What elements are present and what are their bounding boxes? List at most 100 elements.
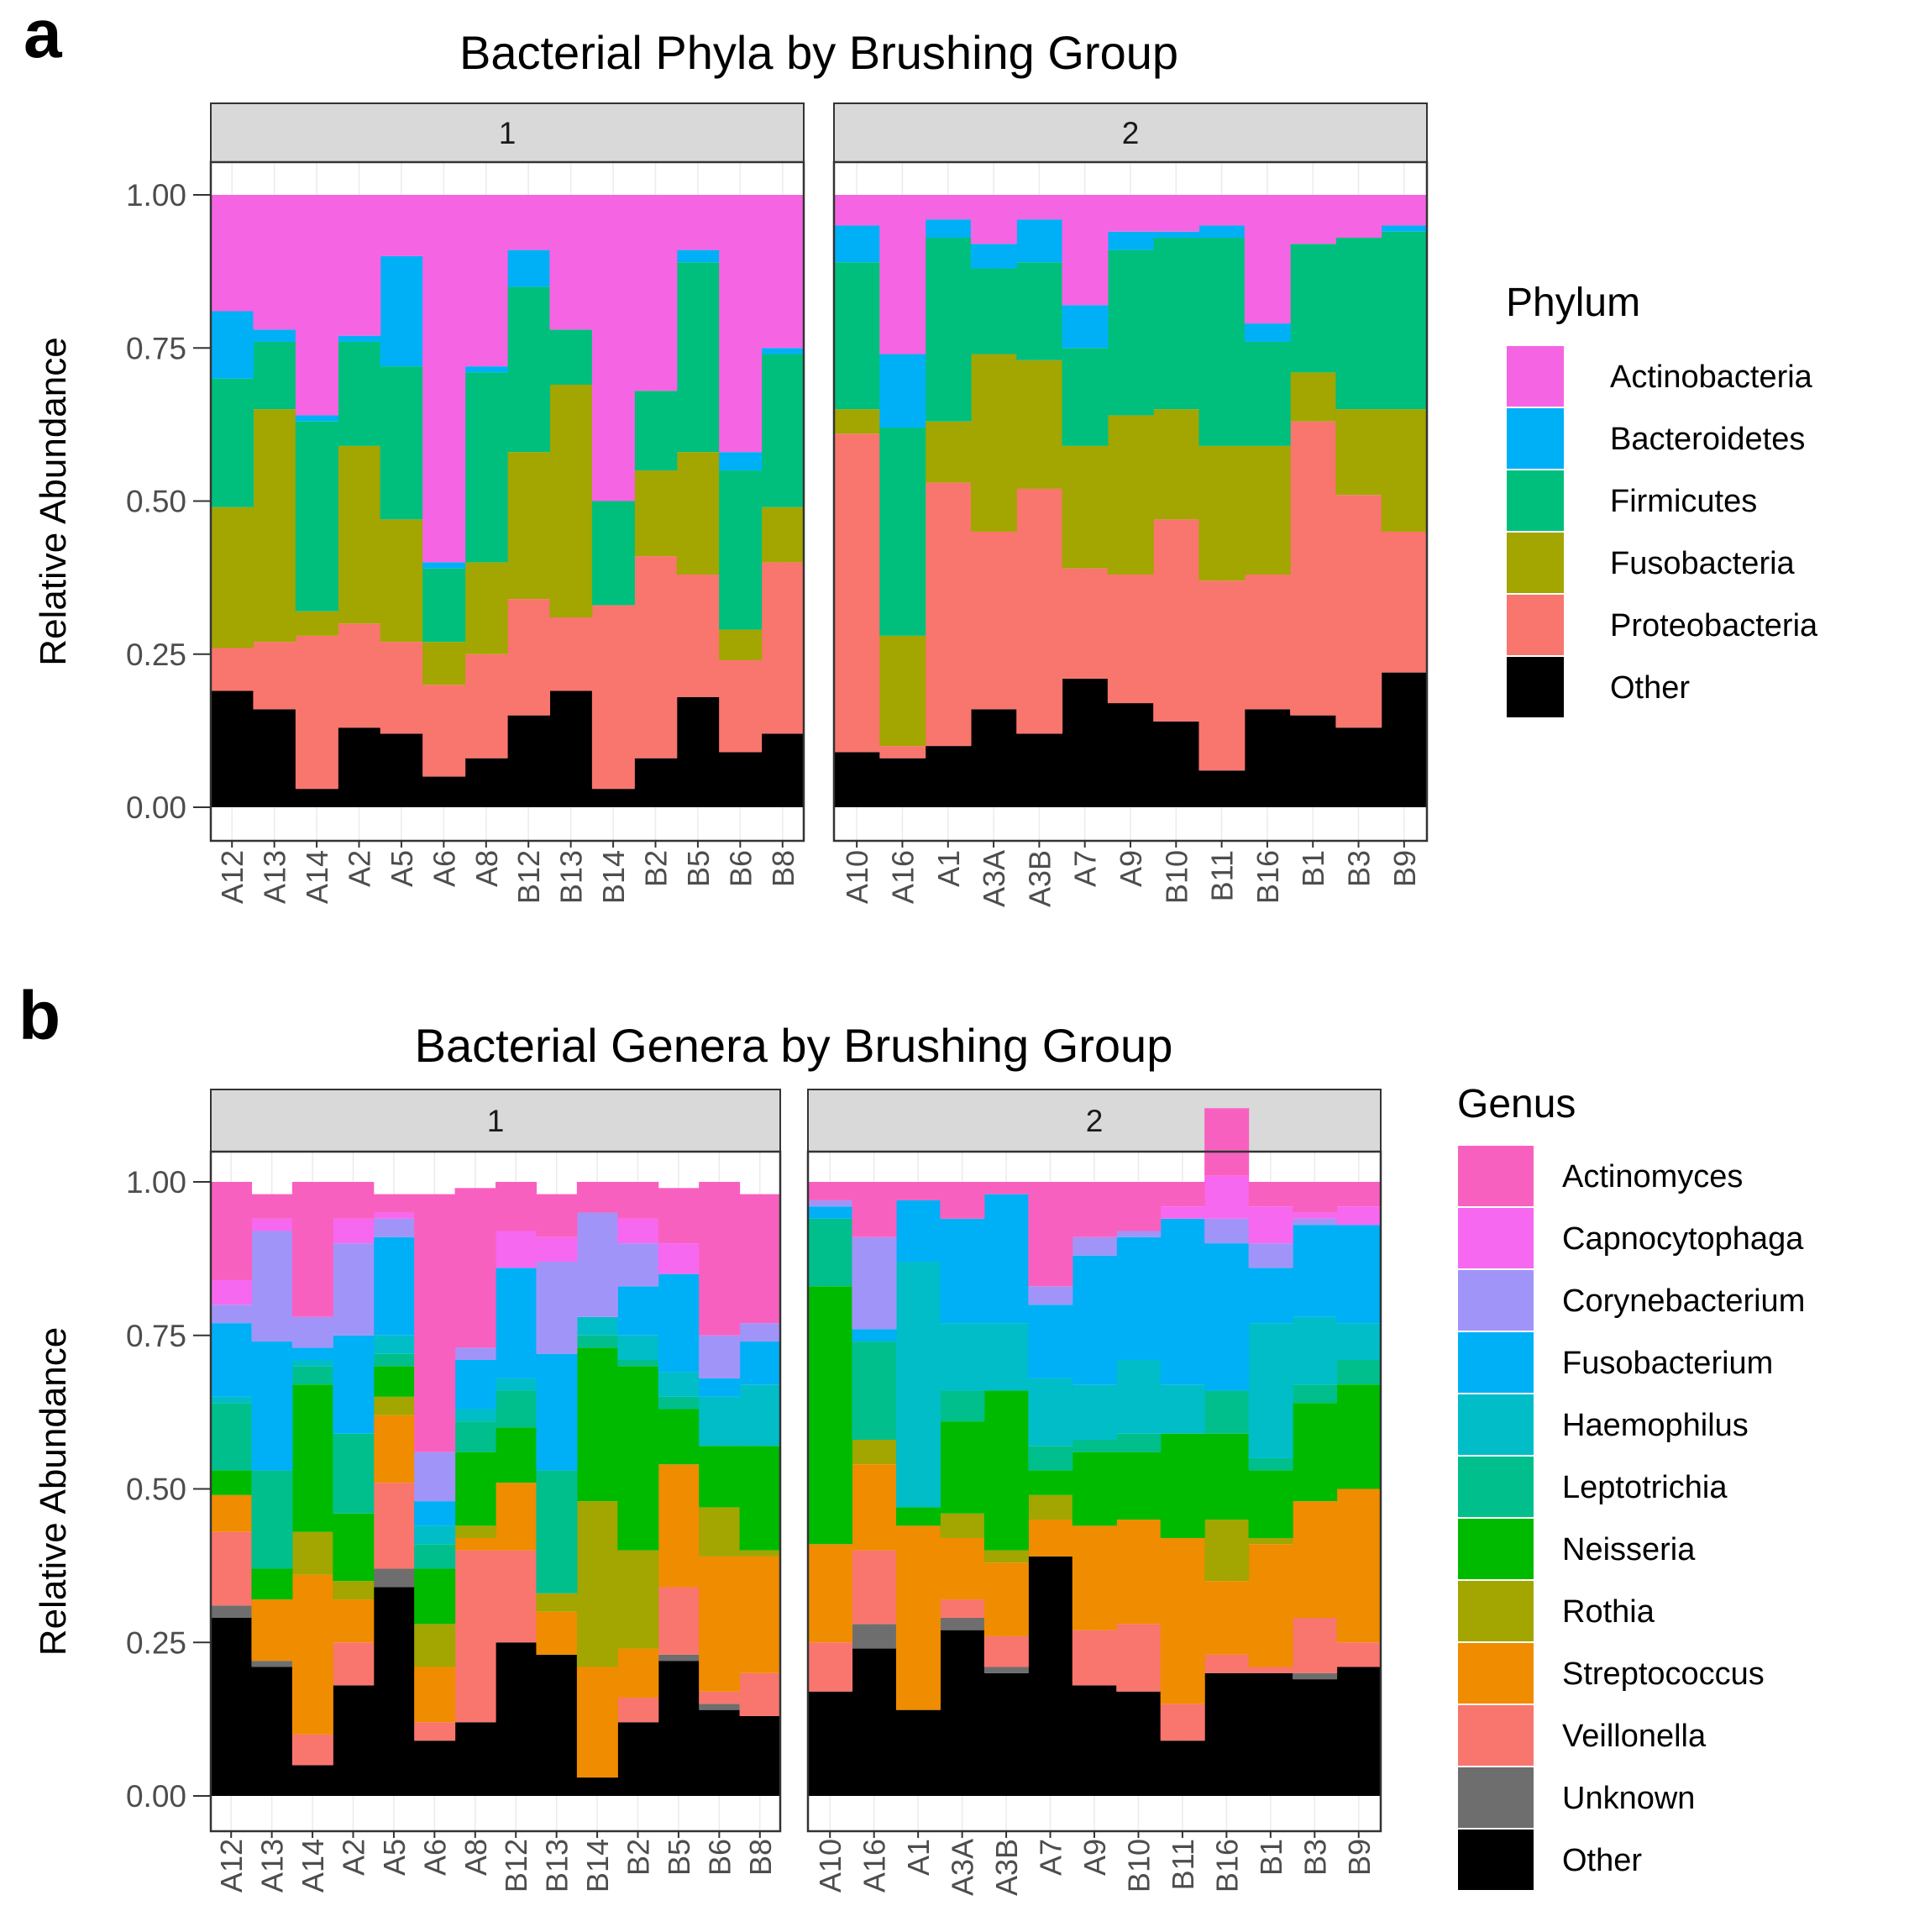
bar-segment-streptococcus-b1	[1248, 1544, 1293, 1667]
legend-key-actinobacteria	[1505, 344, 1565, 408]
bar-segment-proteobacteria-a8	[464, 654, 508, 759]
bar-segment-other-a9	[1107, 703, 1154, 807]
bar-segment-veillonella-b6	[699, 1691, 741, 1704]
panel-label: a	[24, 0, 63, 72]
bar-segment-neisseria-a14	[291, 1384, 333, 1532]
bar-segment-proteobacteria-b3	[1335, 495, 1382, 728]
bar-segment-neisseria-b6	[699, 1446, 741, 1508]
bar-segment-fusobacterium-a16	[852, 1329, 897, 1342]
y-tick-label-1.00: 1.00	[126, 1165, 186, 1200]
bar-segment-actinobacteria-b11	[1198, 195, 1246, 226]
bar-segment-proteobacteria-b16	[1244, 574, 1291, 710]
bar-segment-other-b12	[507, 715, 551, 807]
bar-segment-other-b10	[1116, 1691, 1162, 1796]
bar-segment-streptococcus-a7	[1028, 1520, 1073, 1557]
x-tick-label-b14: B14	[596, 850, 631, 904]
bar-segment-fusobacteria-b2	[634, 470, 678, 557]
bar-segment-haemophilus-a6	[414, 1525, 456, 1545]
bar-segment-neisseria-a12	[211, 1470, 253, 1495]
bar-segment-firmicutes-b9	[1381, 231, 1428, 410]
bar-segment-actinomyces-a1	[895, 1182, 941, 1200]
bar-segment-streptococcus-a13	[251, 1599, 293, 1662]
x-tick-label-b3: B3	[1298, 1839, 1332, 1876]
bar-segment-capnocytophaga-b3	[1293, 1212, 1338, 1219]
bar-segment-neisseria-b2	[617, 1366, 659, 1551]
bar-segment-rothia-b1	[1248, 1537, 1293, 1545]
bar-segment-capnocytophaga-a13	[251, 1218, 293, 1231]
bar-segment-veillonella-a16	[852, 1550, 897, 1625]
y-tick-label-1.00: 1.00	[126, 178, 186, 213]
bar-segment-streptococcus-a14	[291, 1574, 333, 1735]
bar-segment-other-b16	[1204, 1672, 1250, 1796]
x-tick-label-b8: B8	[766, 850, 800, 887]
x-tick-label-b8: B8	[743, 1839, 778, 1876]
bar-segment-other-a2	[338, 727, 381, 807]
bar-segment-other-a1	[895, 1709, 941, 1796]
x-tick-label-a16: A16	[857, 1839, 892, 1893]
bar-segment-streptococcus-b10	[1116, 1520, 1162, 1625]
chart-title: Bacterial Phyla by Brushing Group	[459, 26, 1178, 79]
bar-segment-actinomyces-b11	[1160, 1182, 1205, 1207]
bar-segment-bacteroidetes-a8	[464, 366, 508, 373]
bar-segment-neisseria-a1	[895, 1507, 941, 1526]
bar-segment-proteobacteria-b6	[719, 660, 763, 753]
bar-segment-proteobacteria-a9	[1107, 574, 1154, 704]
bar-segment-other-a5	[373, 1587, 415, 1796]
bar-segment-actinomyces-a3a	[940, 1182, 985, 1219]
x-tick-label-a12: A12	[214, 1839, 249, 1893]
bar-segment-leptotrichia-b10	[1116, 1433, 1162, 1452]
bar-segment-rothia-b16	[1204, 1520, 1250, 1582]
bar-segment-actinomyces-a14	[291, 1182, 333, 1317]
bar-segment-fusobacterium-b9	[1336, 1225, 1382, 1324]
legend-label-neisseria: Neisseria	[1562, 1532, 1696, 1567]
bar-segment-other-a10	[808, 1691, 853, 1796]
bar-segment-fusobacteria-b8	[761, 507, 805, 563]
bar-segment-veillonella-b9	[1336, 1642, 1382, 1667]
bar-segment-firmicutes-a8	[464, 372, 508, 563]
bar-segment-neisseria-a3a	[940, 1421, 985, 1514]
bar-segment-actinomyces-a5	[373, 1194, 415, 1213]
bar-segment-fusobacterium-b6	[699, 1378, 741, 1397]
bar-segment-fusobacteria-b1	[1290, 372, 1336, 422]
bar-segment-rothia-b6	[699, 1507, 741, 1557]
bar-segment-veillonella-b2	[617, 1698, 659, 1723]
bar-segment-fusobacteria-b9	[1381, 409, 1428, 532]
x-tick-label-b2: B2	[639, 850, 674, 887]
bar-segment-firmicutes-a2	[338, 341, 381, 446]
bar-segment-firmicutes-b13	[549, 329, 593, 385]
bar-segment-other-a13	[251, 1667, 293, 1796]
bar-segment-proteobacteria-b5	[676, 574, 720, 697]
bar-segment-firmicutes-b11	[1198, 238, 1246, 446]
bar-segment-proteobacteria-a1	[925, 482, 972, 747]
bar-segment-proteobacteria-a14	[295, 635, 338, 790]
legend-label-other: Other	[1610, 670, 1690, 706]
bar-segment-firmicutes-a3b	[1016, 262, 1063, 360]
bar-segment-bacteroidetes-a12	[211, 311, 254, 379]
bar-segment-leptotrichia-a3a	[940, 1390, 985, 1422]
bar-segment-neisseria-a6	[414, 1568, 456, 1625]
bar-segment-haemophilus-b6	[699, 1396, 741, 1446]
bar-segment-bacteroidetes-a14	[295, 415, 338, 422]
bar-segment-actinobacteria-a6	[422, 195, 466, 563]
bar-segment-haemophilus-b8	[739, 1384, 781, 1446]
bar-segment-bacteroidetes-a10	[834, 225, 880, 263]
bar-segment-haemophilus-a12	[211, 1396, 253, 1404]
bar-segment-bacteroidetes-b11	[1198, 225, 1246, 239]
bar-segment-other-a6	[414, 1740, 456, 1796]
bar-segment-actinobacteria-a7	[1062, 195, 1109, 306]
bar-segment-actinomyces-b12	[496, 1182, 538, 1231]
bar-segment-corynebacterium-a12	[211, 1305, 253, 1324]
bar-segment-veillonella-a2	[333, 1642, 375, 1686]
facet-2: 2 A10 A16 A1 A3A A3B A7 A9 B10 B11 B16 B1 B3 B9	[806, 1089, 1382, 1896]
bar-segment-capnocytophaga-a5	[373, 1212, 415, 1219]
bar-segment-streptococcus-b9	[1336, 1488, 1382, 1643]
bar-segment-firmicutes-b8	[761, 354, 805, 507]
bar-segment-other-a3a	[940, 1630, 985, 1796]
bar-segment-other-b3	[1335, 727, 1382, 807]
bar-segment-firmicutes-a5	[380, 366, 423, 520]
bar-segment-proteobacteria-b8	[761, 562, 805, 734]
bar-segment-other-a8	[464, 758, 508, 807]
bar-segment-actinobacteria-b2	[634, 195, 678, 391]
x-tick-label-a2: A2	[343, 850, 377, 887]
